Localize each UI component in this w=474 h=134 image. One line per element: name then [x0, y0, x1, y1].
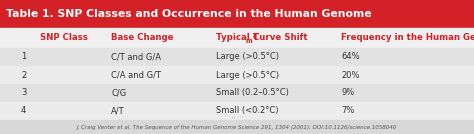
Bar [0, 84, 474, 102]
Text: Frequency in the Human Genome: Frequency in the Human Genome [341, 34, 474, 42]
Text: Small (<0.2°C): Small (<0.2°C) [216, 107, 278, 116]
Text: 64%: 64% [341, 53, 360, 62]
Text: Table 1. SNP Classes and Occurrence in the Human Genome: Table 1. SNP Classes and Occurrence in t… [6, 9, 371, 19]
Text: A/T: A/T [111, 107, 125, 116]
Text: 4: 4 [21, 107, 27, 116]
Text: Typical T: Typical T [216, 34, 258, 42]
Text: 2: 2 [21, 70, 27, 79]
Bar [0, 0, 474, 28]
Text: C/T and G/A: C/T and G/A [111, 53, 161, 62]
Text: Curve Shift: Curve Shift [250, 34, 308, 42]
Bar [0, 120, 474, 134]
Text: Base Change: Base Change [111, 34, 174, 42]
Bar [0, 28, 474, 48]
Text: SNP Class: SNP Class [40, 34, 88, 42]
Text: 9%: 9% [341, 88, 355, 98]
Text: 20%: 20% [341, 70, 360, 79]
Text: 7%: 7% [341, 107, 355, 116]
Text: Large (>0.5°C): Large (>0.5°C) [216, 70, 279, 79]
Text: J. Craig Venter et al. The Sequence of the Human Genome Science 291, 1304 (2001): J. Craig Venter et al. The Sequence of t… [77, 126, 397, 131]
Text: 3: 3 [21, 88, 27, 98]
Text: Large (>0.5°C): Large (>0.5°C) [216, 53, 279, 62]
Bar [0, 66, 474, 84]
Text: 1: 1 [21, 53, 27, 62]
Text: C/G: C/G [111, 88, 127, 98]
Text: Small (0.2–0.5°C): Small (0.2–0.5°C) [216, 88, 289, 98]
Text: m: m [246, 38, 252, 44]
Bar [0, 102, 474, 120]
Bar [0, 48, 474, 66]
Text: C/A and G/T: C/A and G/T [111, 70, 161, 79]
